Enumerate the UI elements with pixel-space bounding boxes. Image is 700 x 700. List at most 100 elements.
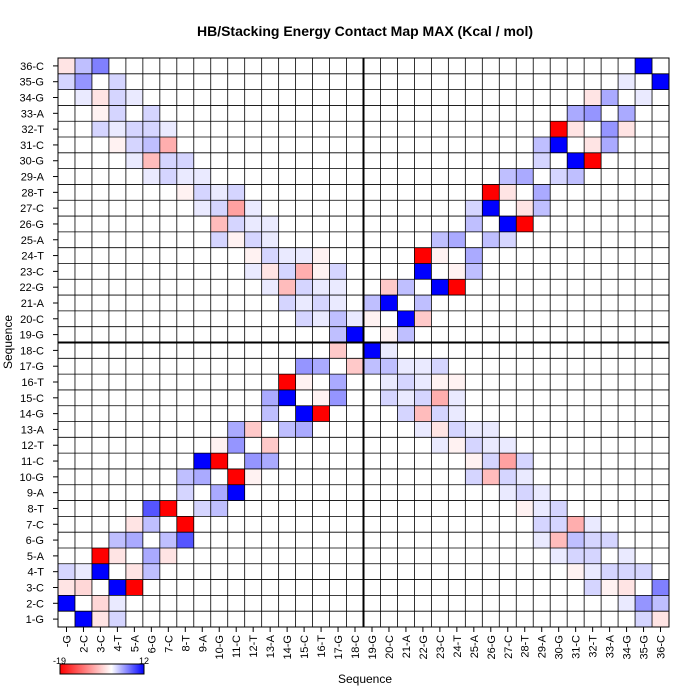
y-tick-label: 20-C [20,314,44,326]
heatmap-cell [295,421,313,438]
heatmap-cell [567,532,585,548]
heatmap-cell [227,437,245,454]
x-tick-label: 9-A [197,634,209,652]
heatmap-cell [142,500,160,517]
x-tick-label: 7-C [163,635,175,653]
heatmap-cell [74,579,92,596]
x-tick-label: 6-G [146,635,158,653]
heatmap-cell [363,295,381,311]
heatmap-cell [261,216,279,232]
heatmap-cell [516,484,534,501]
heatmap-cell [431,389,449,406]
y-tick-label: 28-T [21,187,44,199]
heatmap-cell [278,263,296,280]
heatmap-cell [176,468,194,485]
heatmap-cell [244,421,262,438]
x-tick-label: 3-C [95,635,107,653]
heatmap-cell [448,437,466,454]
heatmap-cell [176,152,194,169]
y-tick-label: 15-C [20,393,44,405]
heatmap-cell [244,468,262,485]
heatmap-cell [618,547,636,564]
x-tick-label: 15-C [299,635,311,659]
heatmap-cell [584,152,602,169]
heatmap-cell [278,295,296,311]
heatmap-cell [414,389,432,406]
heatmap-cell [584,516,602,533]
y-axis-title: Sequence [1,315,15,369]
heatmap-cell [125,89,143,106]
heatmap-cell [227,231,245,248]
heatmap-cell [482,468,500,485]
heatmap-cell [380,295,398,311]
heatmap-cell [431,358,449,375]
heatmap-cell [142,547,160,564]
heatmap-cell [108,73,126,90]
heatmap-cell [380,358,398,375]
heatmap-cell [652,611,669,627]
heatmap-cell [210,500,228,517]
heatmap-cell [159,137,177,153]
heatmap-cell [108,89,126,106]
heatmap-cell [482,184,500,201]
heatmap-cell [431,279,449,296]
heatmap-cell [91,563,109,580]
colorbar-max-label: 12 [139,656,149,666]
heatmap-cell [329,342,347,359]
y-tick-label: 18-C [20,345,44,357]
x-tick-label: 5-A [129,634,141,652]
heatmap-cell [414,247,432,264]
heatmap-cell [244,231,262,248]
heatmap-cell [210,216,228,232]
heatmap-cell [516,168,534,185]
heatmap-cell [58,58,75,74]
heatmap-cell [312,310,330,327]
heatmap-cell [533,484,551,501]
heatmap-cell [58,563,75,580]
heatmap-cell [74,58,92,74]
y-tick-label: 6-G [26,535,44,547]
heatmap-cell [210,200,228,217]
heatmap-cell [584,579,602,596]
heatmap-cell [193,200,211,217]
heatmap-cell [618,579,636,596]
heatmap-cell [465,263,483,280]
heatmap-cell [533,137,551,153]
heatmap-cell [244,216,262,232]
heatmap-cell [465,468,483,485]
heatmap-cell [635,595,653,612]
heatmap-cell [397,279,415,296]
x-tick-label: 20-C [384,635,396,659]
heatmap-cell [159,168,177,185]
heatmap-cell [108,547,126,564]
heatmap-cell [516,468,534,485]
heatmap-cell [652,595,669,612]
heatmap-cell [465,200,483,217]
heatmap-cell [193,468,211,485]
heatmap-cell [329,263,347,280]
heatmap-cell [499,453,517,469]
heatmap-cell [550,532,568,548]
heatmap-cell [295,358,313,375]
y-tick-label: 24-T [21,251,44,263]
heatmap-cell [312,247,330,264]
heatmap-cell [414,310,432,327]
heatmap-cell [397,389,415,406]
heatmap-cell [363,342,381,359]
heatmap-cell [397,326,415,343]
heatmap-cell [516,200,534,217]
y-tick-label: 35-G [20,77,44,89]
heatmap-cell [91,121,109,138]
heatmap-cell [414,374,432,390]
heatmap-cell [397,358,415,375]
heatmap-cell [142,152,160,169]
heatmap-cell [295,374,313,390]
heatmap-cell [482,453,500,469]
heatmap-cell [533,500,551,517]
heatmap-cell [329,279,347,296]
heatmap-cell [58,595,75,612]
heatmap-cell [176,532,194,548]
heatmap-cell [227,184,245,201]
x-axis-title: Sequence [338,672,392,686]
